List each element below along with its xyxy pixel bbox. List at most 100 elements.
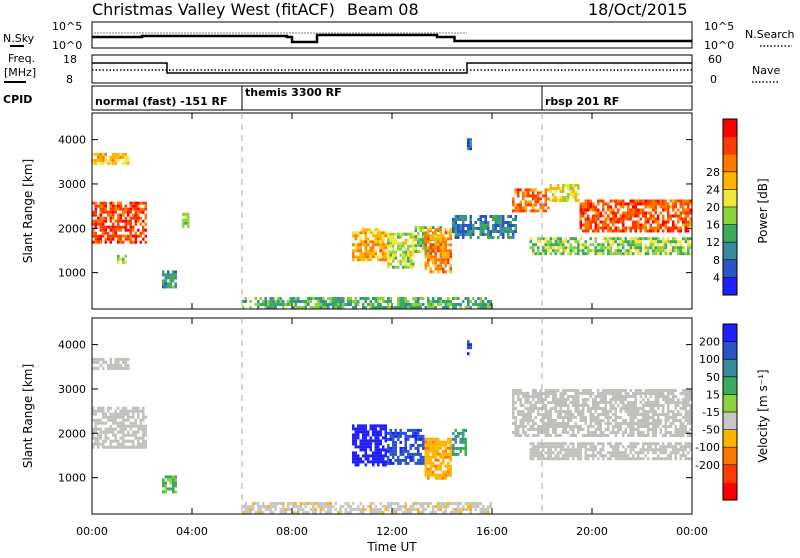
heatmap-cell: [104, 155, 107, 159]
heatmap-cell: [632, 240, 635, 244]
heatmap-cell: [447, 464, 450, 468]
heatmap-cell: [607, 217, 610, 221]
heatmap-cell: [429, 249, 432, 253]
heatmap-cell: [674, 205, 677, 209]
heatmap-cell: [482, 221, 485, 224]
heatmap-cell: [544, 395, 547, 398]
heatmap-cell: [452, 443, 455, 447]
heatmap-cell: [352, 258, 355, 262]
heatmap-cell: [654, 431, 657, 434]
heatmap-cell: [514, 407, 517, 410]
heatmap-cell: [429, 437, 432, 441]
heatmap-cell: [112, 222, 115, 226]
heatmap-cell: [112, 161, 115, 165]
heatmap-cell: [572, 395, 575, 398]
heatmap-cell: [599, 434, 602, 437]
heatmap-cell: [424, 470, 427, 474]
heatmap-cell: [564, 401, 567, 404]
heatmap-cell: [672, 410, 675, 413]
heatmap-cell: [649, 389, 652, 392]
heatmap-cell: [447, 255, 450, 259]
heatmap-cell: [122, 412, 125, 416]
heatmap-cell: [117, 421, 120, 425]
colorbar-swatch: [723, 412, 737, 431]
heatmap-cell: [642, 431, 645, 434]
heatmap-cell: [414, 247, 417, 251]
heatmap-cell: [387, 449, 390, 453]
heatmap-cell: [354, 246, 357, 250]
heatmap-cell: [354, 430, 357, 434]
heatmap-cell: [97, 406, 100, 410]
heatmap-cell: [272, 502, 275, 505]
heatmap-cell: [637, 410, 640, 413]
heatmap-cell: [127, 357, 130, 361]
heatmap-cell: [662, 395, 665, 398]
heatmap-cell: [439, 228, 442, 232]
heatmap-cell: [119, 363, 122, 367]
heatmap-cell: [674, 442, 677, 446]
heatmap-cell: [122, 442, 125, 446]
heatmap-cell: [464, 440, 467, 444]
heatmap-cell: [404, 434, 407, 438]
heatmap-cell: [352, 451, 355, 455]
heatmap-cell: [242, 300, 245, 303]
heatmap-cell: [354, 234, 357, 238]
heatmap-cell: [579, 205, 582, 209]
heatmap-cell: [622, 226, 625, 230]
heatmap-cell: [442, 270, 445, 274]
heatmap-cell: [279, 511, 282, 514]
heatmap-cell: [682, 448, 685, 452]
heatmap-cell: [397, 259, 400, 263]
heatmap-cell: [689, 442, 692, 446]
heatmap-cell: [334, 297, 337, 300]
heatmap-cell: [564, 425, 567, 428]
heatmap-cell: [657, 217, 660, 221]
heatmap-cell: [427, 264, 430, 268]
heatmap-cell: [477, 297, 480, 300]
heatmap-cell: [362, 297, 365, 300]
heatmap-cell: [374, 508, 377, 511]
heatmap-cell: [302, 502, 305, 505]
heatmap-cell: [419, 306, 422, 309]
heatmap-cell: [364, 237, 367, 241]
heatmap-cell: [649, 407, 652, 410]
heatmap-cell: [674, 454, 677, 458]
heatmap-cell: [522, 209, 525, 213]
heatmap-cell: [594, 445, 597, 449]
heatmap-cell: [549, 240, 552, 244]
heatmap-cell: [679, 392, 682, 395]
heatmap-cell: [429, 237, 432, 241]
heatmap-cell: [422, 508, 425, 511]
heatmap-cell: [604, 404, 607, 407]
heatmap-cell: [364, 463, 367, 467]
heatmap-cell: [622, 220, 625, 224]
heatmap-cell: [534, 209, 537, 213]
heatmap-cell: [362, 439, 365, 443]
heatmap-cell: [397, 300, 400, 303]
heatmap-cell: [404, 443, 407, 447]
heatmap-cell: [572, 246, 575, 250]
heatmap-cell: [424, 231, 427, 235]
heatmap-cell: [459, 224, 462, 227]
heatmap-cell: [549, 389, 552, 392]
heatmap-cell: [549, 451, 552, 455]
heatmap-cell: [682, 431, 685, 434]
heatmap-cell: [354, 442, 357, 446]
heatmap-cell: [567, 252, 570, 256]
heatmap-cell: [392, 250, 395, 254]
heatmap-cell: [512, 413, 515, 416]
heatmap-cell: [134, 418, 137, 422]
heatmap-cell: [127, 207, 130, 211]
heatmap-cell: [647, 246, 650, 250]
heatmap-cell: [379, 306, 382, 309]
heatmap-cell: [357, 436, 360, 440]
heatmap-cell: [562, 401, 565, 404]
heatmap-cell: [587, 410, 590, 413]
heatmap-cell: [569, 416, 572, 419]
heatmap-cell: [117, 228, 120, 232]
heatmap-cell: [417, 446, 420, 450]
heatmap-cell: [342, 505, 345, 508]
heatmap-cell: [537, 252, 540, 256]
heatmap-cell: [529, 410, 532, 413]
heatmap-cell: [687, 252, 690, 256]
